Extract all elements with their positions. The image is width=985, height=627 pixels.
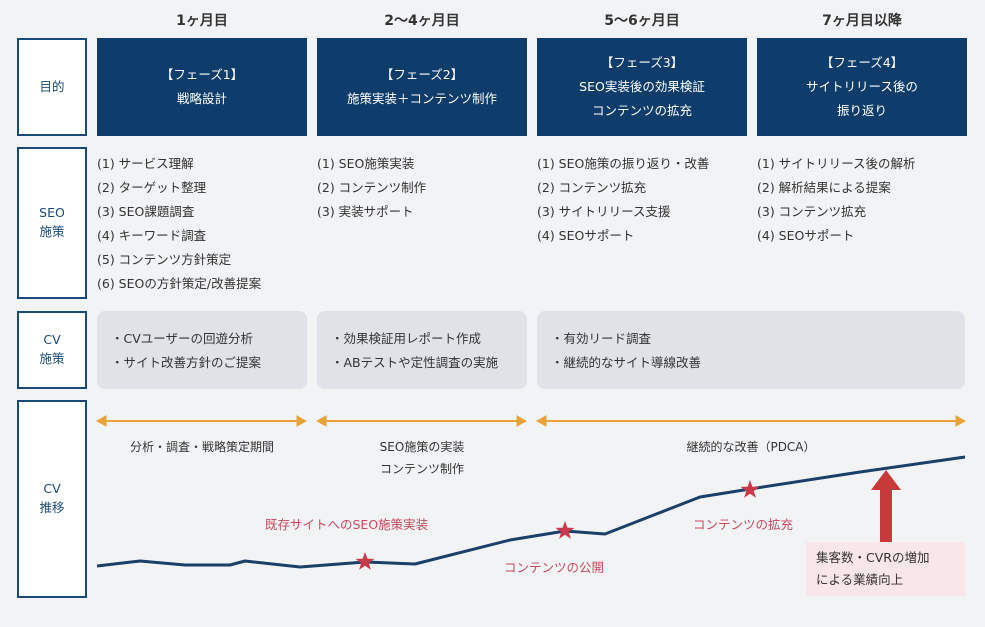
- period-label-1: 分析・調査・戦略策定期間: [97, 436, 307, 458]
- seo-list-1: (1) サービス理解 (2) ターゲット整理 (3) SEO課題調査 (4) キ…: [97, 152, 313, 296]
- phase-1-line-2: 戦略設計: [176, 91, 227, 106]
- phase-3-line-3: コンテンツの拡充: [591, 102, 692, 118]
- cv-item: ・効果検証用レポート作成: [331, 331, 482, 346]
- period-arrow-2: [315, 415, 528, 427]
- cv-item: ・有効リード調査: [551, 331, 652, 346]
- cv-item: ・ABテストや定性調査の実施: [331, 355, 499, 370]
- period-label-2: SEO施策の実装 コンテンツ制作: [317, 436, 527, 480]
- row-label-seo-line2: 施策: [39, 224, 65, 239]
- seo-item: (2) コンテンツ拡充: [537, 180, 647, 195]
- cv-box-3: ・有効リード調査 ・継続的なサイト導線改善: [537, 311, 965, 389]
- seo-item: (3) 実装サポート: [317, 204, 414, 219]
- star-icon: [740, 480, 760, 498]
- row-label-trend: CV 推移: [17, 400, 87, 598]
- seo-list-4: (1) サイトリリース後の解析 (2) 解析結果による提案 (3) コンテンツ拡…: [757, 152, 973, 248]
- star-icon: [555, 521, 575, 539]
- seo-item: (3) SEO課題調査: [97, 204, 195, 219]
- seo-item: (1) SEO施策実装: [317, 156, 415, 171]
- period-label-2-line-2: コンテンツ制作: [379, 462, 464, 476]
- row-label-seo-line1: SEO: [39, 205, 65, 221]
- period-arrow-3: [535, 415, 967, 427]
- seo-item: (4) SEOサポート: [537, 228, 635, 243]
- cv-trend-line: [96, 455, 966, 569]
- phase-4-line-1: 【フェーズ4】: [820, 55, 904, 71]
- seo-item: (4) SEOサポート: [757, 228, 855, 243]
- period-header-3: 5〜6ヶ月目: [604, 13, 680, 29]
- phase-box-4: 【フェーズ4】 サイトリリース後の 振り返り: [757, 38, 967, 136]
- annotation-content-expand: コンテンツの拡充: [693, 517, 794, 532]
- seo-list-3: (1) SEO施策の振り返り・改善 (2) コンテンツ拡充 (3) サイトリリー…: [537, 152, 753, 248]
- phase-4-line-3: 振り返り: [836, 102, 887, 118]
- phase-3-line-1: 【フェーズ3】: [600, 55, 684, 71]
- seo-item: (3) サイトリリース支援: [537, 204, 671, 219]
- cv-box-2: ・効果検証用レポート作成 ・ABテストや定性調査の実施: [317, 311, 527, 389]
- period-label-2-line-1: SEO施策の実装: [379, 440, 465, 454]
- star-icon: [355, 552, 375, 570]
- period-header-2: 2〜4ヶ月目: [384, 13, 460, 29]
- phase-3-line-2: SEO実装後の効果検証: [579, 79, 705, 95]
- row-label-purpose: 目的: [17, 38, 87, 136]
- phase-box-1: 【フェーズ1】 戦略設計: [97, 38, 307, 136]
- seo-item: (1) サイトリリース後の解析: [757, 156, 916, 171]
- cv-item: ・サイト改善方針のご提案: [111, 355, 262, 370]
- row-label-seo: SEO 施策: [17, 147, 87, 299]
- seo-item: (2) ターゲット整理: [97, 180, 207, 195]
- annotation-seo-impl: 既存サイトへのSEO施策実装: [265, 517, 429, 532]
- seo-item: (5) コンテンツ方針策定: [97, 252, 232, 267]
- seo-item: (1) サービス理解: [97, 156, 194, 171]
- row-label-trend-line1: CV: [43, 481, 61, 497]
- phase-4-line-2: サイトリリース後の: [806, 79, 918, 95]
- phase-1-line-1: 【フェーズ1】: [160, 67, 244, 83]
- row-label-cv-line2: 施策: [39, 351, 65, 366]
- result-box: 集客数・CVRの増加 による業績向上: [806, 542, 965, 596]
- period-arrow-1: [95, 415, 308, 427]
- result-line-1: 集客数・CVRの増加: [816, 550, 930, 565]
- phase-box-2: 【フェーズ2】 施策実装＋コンテンツ制作: [317, 38, 527, 136]
- annotation-content-release: コンテンツの公開: [504, 560, 605, 575]
- period-header-1: 1ヶ月目: [176, 13, 228, 29]
- period-label-3-line: 継続的な改善（PDCA）: [686, 440, 816, 454]
- period-label-1-line: 分析・調査・戦略策定期間: [129, 440, 274, 454]
- cv-item: ・継続的なサイト導線改善: [551, 355, 702, 370]
- row-label-cv-line1: CV: [43, 332, 61, 348]
- phase-2-line-1: 【フェーズ2】: [380, 67, 464, 83]
- row-label-cv: CV 施策: [17, 311, 87, 389]
- phase-2-line-2: 施策実装＋コンテンツ制作: [346, 91, 497, 106]
- result-line-2: による業績向上: [816, 572, 904, 587]
- period-label-3: 継続的な改善（PDCA）: [537, 436, 965, 458]
- up-arrow-icon: [871, 470, 901, 542]
- seo-item: (2) 解析結果による提案: [757, 180, 891, 195]
- seo-item: (6) SEOの方針策定/改善提案: [97, 276, 262, 291]
- seo-list-2: (1) SEO施策実装 (2) コンテンツ制作 (3) 実装サポート: [317, 152, 533, 224]
- cv-item: ・CVユーザーの回遊分析: [111, 331, 254, 346]
- phase-box-3: 【フェーズ3】 SEO実装後の効果検証 コンテンツの拡充: [537, 38, 747, 136]
- row-label-purpose-text: 目的: [39, 78, 65, 94]
- seo-item: (4) キーワード調査: [97, 228, 207, 243]
- seo-item: (3) コンテンツ拡充: [757, 204, 867, 219]
- cv-box-1: ・CVユーザーの回遊分析 ・サイト改善方針のご提案: [97, 311, 307, 389]
- seo-item: (2) コンテンツ制作: [317, 180, 427, 195]
- seo-item: (1) SEO施策の振り返り・改善: [537, 156, 710, 171]
- period-header-4: 7ヶ月目以降: [822, 13, 902, 29]
- row-label-trend-line2: 推移: [39, 500, 65, 515]
